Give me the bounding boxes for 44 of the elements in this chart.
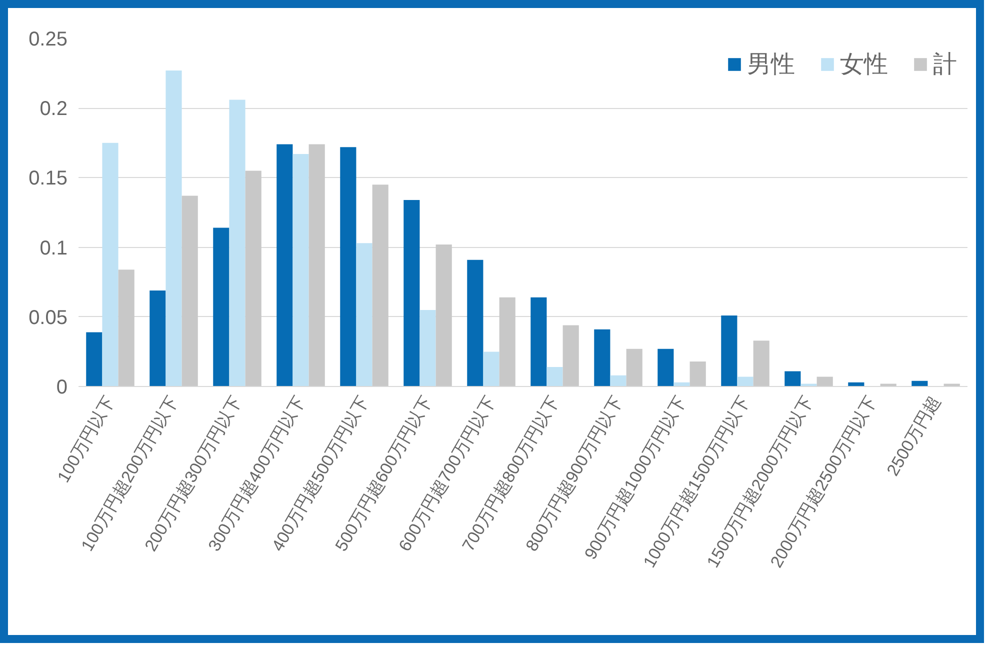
bar [594, 329, 610, 386]
y-tick-label: 0.25 [28, 28, 68, 50]
bar [626, 348, 642, 386]
y-tick-label: 0.15 [28, 168, 68, 190]
bar [816, 376, 833, 386]
bar [150, 290, 166, 386]
bar [530, 297, 547, 386]
bar [420, 310, 436, 386]
bar [499, 297, 516, 386]
bar [658, 348, 674, 386]
y-tick-label: 0.2 [40, 98, 68, 120]
bar [182, 196, 198, 386]
legend-label: 女性 [840, 50, 888, 80]
bar [308, 144, 325, 386]
bar [467, 260, 484, 386]
bar [753, 340, 770, 386]
y-tick-label: 0 [56, 376, 68, 398]
bar [784, 371, 801, 386]
y-tick-label: 0.05 [28, 306, 68, 329]
bar [690, 361, 706, 386]
bar [436, 244, 452, 386]
legend-label: 計 [933, 50, 957, 80]
bar [102, 142, 118, 386]
bar [213, 228, 230, 386]
y-tick-label: 0.1 [40, 237, 68, 260]
bar [118, 270, 134, 386]
bar [340, 147, 356, 386]
bar [546, 367, 563, 386]
bar [229, 100, 246, 386]
bar [276, 144, 293, 386]
bar [483, 352, 500, 386]
bar [356, 243, 372, 386]
bar [166, 70, 182, 386]
bar [562, 325, 579, 386]
bar [610, 375, 626, 386]
bar [404, 200, 420, 386]
bar [721, 316, 738, 386]
bar [737, 376, 754, 386]
legend-label: 男性 [747, 50, 795, 80]
bar [245, 170, 262, 386]
bar [292, 154, 309, 386]
bar [372, 184, 388, 386]
bar [800, 384, 817, 386]
bar [86, 332, 102, 386]
